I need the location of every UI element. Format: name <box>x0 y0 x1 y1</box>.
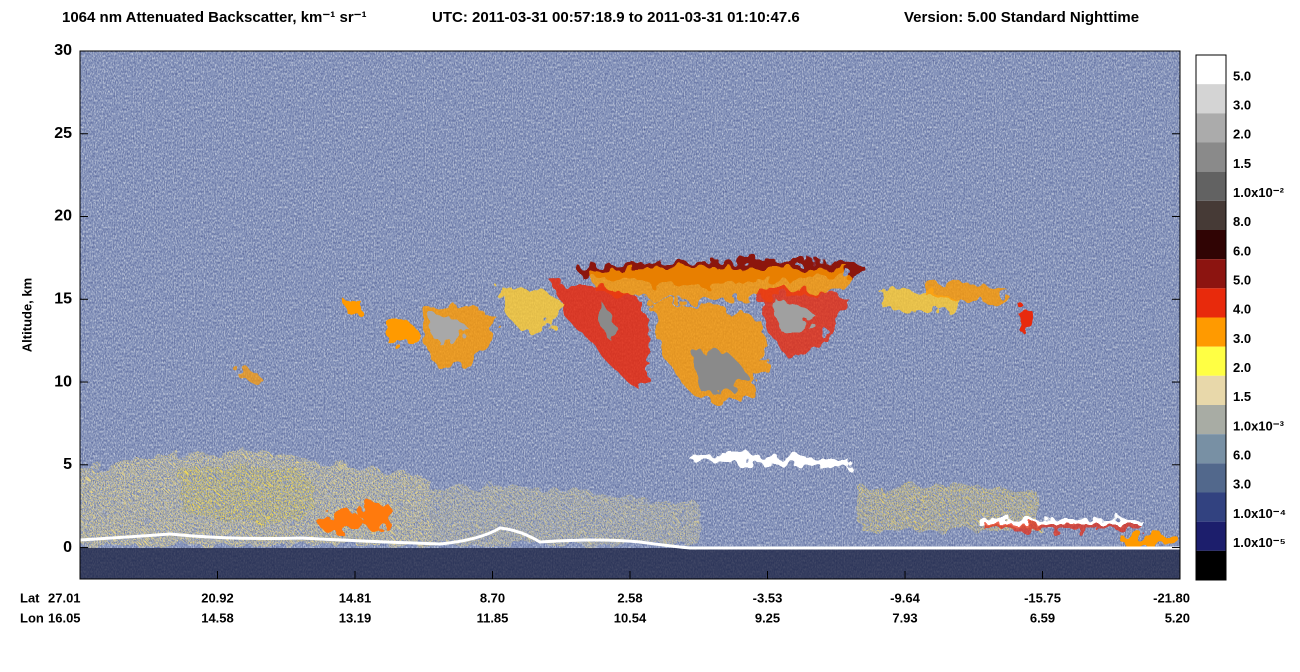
colorbar-swatch <box>1196 288 1226 318</box>
colorbar-label: 4.0 <box>1233 302 1251 317</box>
x-tick-label: 20.92 <box>201 590 234 605</box>
colorbar-swatch <box>1196 230 1226 260</box>
x-tick-label: -15.75 <box>1024 590 1061 605</box>
chart-title: 1064 nm Attenuated Backscatter, km⁻¹ sr⁻… <box>62 9 367 26</box>
colorbar-label: 1.5 <box>1233 156 1251 171</box>
colorbar-label: 1.0x10⁻⁵ <box>1233 535 1286 550</box>
colorbar-swatch <box>1196 113 1226 143</box>
colorbar-swatch <box>1196 84 1226 114</box>
colorbar-label: 1.0x10⁻³ <box>1233 418 1285 433</box>
x-tick-label: 10.54 <box>614 610 647 625</box>
colorbar-swatch <box>1196 405 1226 435</box>
colorbar-swatch <box>1196 55 1226 85</box>
x-tick-label: 8.70 <box>480 590 505 605</box>
x-tick-label: -9.64 <box>890 590 920 605</box>
colorbar-swatch <box>1196 200 1226 230</box>
y-tick-label: 5 <box>63 456 72 473</box>
backscatter-image <box>80 51 1180 579</box>
colorbar-swatch <box>1196 463 1226 493</box>
colorbar-label: 5.0 <box>1233 68 1251 83</box>
colorbar-label: 2.0 <box>1233 127 1251 142</box>
colorbar-swatch <box>1196 550 1226 580</box>
y-tick-label: 30 <box>54 42 72 59</box>
y-tick-label: 20 <box>54 208 72 225</box>
colorbar-swatch <box>1196 375 1226 405</box>
colorbar-label: 2.0 <box>1233 360 1251 375</box>
x-tick-label: 13.19 <box>339 610 372 625</box>
colorbar-swatch <box>1196 142 1226 172</box>
colorbar-swatch <box>1196 521 1226 551</box>
y-tick-label: 25 <box>54 125 72 142</box>
colorbar-swatch <box>1196 259 1226 289</box>
x-tick-label: 14.81 <box>339 590 372 605</box>
cloud-layer <box>238 260 1140 530</box>
y-axis-label: Altitude, km <box>19 278 34 352</box>
x-row-label: Lat <box>20 590 40 605</box>
version: Version: 5.00 Standard Nighttime <box>904 9 1139 26</box>
colorbar-label: 5.0 <box>1233 272 1251 287</box>
colorbar-label: 3.0 <box>1233 477 1251 492</box>
time-range: UTC: 2011-03-31 00:57:18.9 to 2011-03-31… <box>432 9 800 26</box>
colorbar-label: 1.5 <box>1233 389 1251 404</box>
colorbar-label: 3.0 <box>1233 331 1251 346</box>
x-tick-label: 7.93 <box>892 610 917 625</box>
colorbar-swatch <box>1196 346 1226 376</box>
colorbar-swatch <box>1196 492 1226 522</box>
x-tick-label: 16.05 <box>48 610 81 625</box>
colorbar-label: 3.0 <box>1233 97 1251 112</box>
y-tick-label: 0 <box>63 539 72 556</box>
x-tick-label: 27.01 <box>48 590 81 605</box>
x-tick-label: 9.25 <box>755 610 780 625</box>
x-tick-label: 14.58 <box>201 610 234 625</box>
colorbar-swatch <box>1196 434 1226 464</box>
x-tick-label: 6.59 <box>1030 610 1055 625</box>
aerosol-dense <box>318 503 1180 546</box>
colorbar-label: 6.0 <box>1233 447 1251 462</box>
y-tick-label: 15 <box>54 290 72 307</box>
surface-return <box>80 526 1180 550</box>
y-tick-label: 10 <box>54 373 72 390</box>
colorbar-label: 1.0x10⁻⁴ <box>1233 506 1286 521</box>
colorbar-swatch <box>1196 317 1226 347</box>
x-tick-label: -3.53 <box>753 590 783 605</box>
x-tick-label: 2.58 <box>617 590 642 605</box>
colorbar-label: 8.0 <box>1233 214 1251 229</box>
colorbar-frame <box>1195 54 1227 581</box>
x-tick-label: 5.20 <box>1165 610 1190 625</box>
x-row-label: Lon <box>20 610 44 625</box>
colorbar-label: 6.0 <box>1233 243 1251 258</box>
x-tick-label: 11.85 <box>477 610 509 625</box>
colorbar-label: 1.0x10⁻² <box>1233 185 1285 200</box>
x-tick-label: -21.80 <box>1153 590 1190 605</box>
colorbar-swatch <box>1196 171 1226 201</box>
